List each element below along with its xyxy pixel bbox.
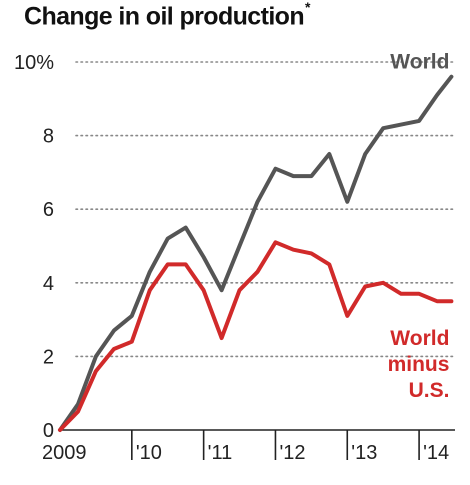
x-tick-label-2009: 2009 [42, 442, 87, 464]
title-footnote-mark: * [305, 0, 310, 15]
axes: 0 2 4 6 8 10% 2009 '10 '11 '12 '13 '14 [14, 52, 455, 464]
series-label-world-minus-us-line2: minus [388, 353, 450, 376]
series-label-world-minus-us-line1: World [390, 327, 449, 350]
series-line-world-minus-us [58, 240, 454, 432]
y-tick-label-4: 4 [43, 273, 54, 295]
gridlines [75, 61, 456, 358]
series-labels: World World minus U.S. [388, 51, 450, 402]
x-tick-label-2012: '12 [279, 442, 305, 464]
series-label-world-minus-us-line3: U.S. [409, 379, 450, 402]
chart-title: Change in oil production* [24, 0, 310, 31]
series-lines [58, 74, 454, 432]
x-tick-label-2014: '14 [423, 442, 449, 464]
x-tick-label-2011: '11 [208, 442, 233, 464]
y-tick-label-2: 2 [43, 346, 54, 368]
series-label-world-line1: World [390, 51, 449, 74]
y-tick-label-6: 6 [43, 199, 54, 221]
x-tick-label-2010: '10 [136, 442, 162, 464]
y-tick-label-10: 10% [14, 52, 54, 74]
x-tick-label-2013: '13 [351, 442, 377, 464]
series-line-world [58, 74, 454, 432]
y-tick-label-0: 0 [43, 420, 54, 442]
y-tick-label-8: 8 [43, 126, 54, 148]
